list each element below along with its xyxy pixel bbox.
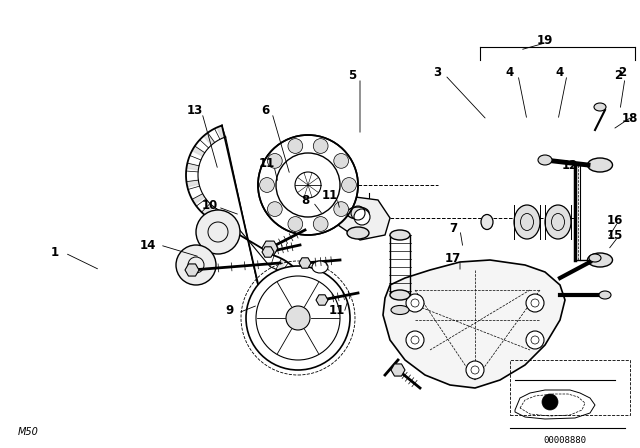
Text: M50: M50 <box>18 427 39 437</box>
Text: 18: 18 <box>622 112 638 125</box>
Circle shape <box>314 217 328 231</box>
Circle shape <box>406 294 424 312</box>
Polygon shape <box>276 339 286 351</box>
Ellipse shape <box>545 205 571 239</box>
Polygon shape <box>204 133 214 145</box>
Polygon shape <box>217 125 226 138</box>
Circle shape <box>288 138 303 153</box>
Polygon shape <box>299 258 311 268</box>
Text: 11: 11 <box>259 156 275 169</box>
Bar <box>510 360 630 415</box>
Ellipse shape <box>390 230 410 240</box>
Text: 8: 8 <box>301 194 309 207</box>
Text: 19: 19 <box>537 34 553 47</box>
Polygon shape <box>276 258 286 271</box>
Polygon shape <box>287 329 300 340</box>
Polygon shape <box>383 260 565 388</box>
Polygon shape <box>185 264 199 276</box>
Circle shape <box>288 217 303 231</box>
Text: 6: 6 <box>261 103 269 116</box>
Text: 2: 2 <box>614 69 622 82</box>
Polygon shape <box>202 203 213 215</box>
Circle shape <box>334 154 349 168</box>
Circle shape <box>196 210 240 254</box>
Circle shape <box>406 331 424 349</box>
Circle shape <box>246 266 350 370</box>
Text: 7: 7 <box>449 221 457 234</box>
Ellipse shape <box>599 291 611 299</box>
Ellipse shape <box>347 207 369 219</box>
Text: 4: 4 <box>556 65 564 78</box>
Ellipse shape <box>594 103 606 111</box>
Polygon shape <box>186 180 199 187</box>
Polygon shape <box>262 241 278 255</box>
Circle shape <box>176 245 216 285</box>
Ellipse shape <box>589 254 601 262</box>
Ellipse shape <box>481 215 493 229</box>
Text: 14: 14 <box>140 238 156 251</box>
Text: 2: 2 <box>618 65 626 78</box>
Circle shape <box>466 361 484 379</box>
Polygon shape <box>295 285 308 294</box>
Ellipse shape <box>538 155 552 165</box>
Ellipse shape <box>514 205 540 239</box>
Polygon shape <box>316 295 328 305</box>
Text: 15: 15 <box>607 228 623 241</box>
Circle shape <box>260 177 275 192</box>
Circle shape <box>354 209 370 225</box>
Ellipse shape <box>347 227 369 239</box>
Circle shape <box>286 306 310 330</box>
Circle shape <box>342 177 356 192</box>
Text: 5: 5 <box>348 69 356 82</box>
Text: 10: 10 <box>202 198 218 211</box>
Text: 9: 9 <box>226 303 234 316</box>
Polygon shape <box>338 195 390 240</box>
Ellipse shape <box>390 290 410 300</box>
Text: 11: 11 <box>322 189 338 202</box>
Polygon shape <box>217 211 226 224</box>
Circle shape <box>526 294 544 312</box>
Circle shape <box>314 138 328 153</box>
Text: 17: 17 <box>445 251 461 264</box>
Ellipse shape <box>588 253 612 267</box>
Polygon shape <box>298 301 310 306</box>
Ellipse shape <box>312 261 328 273</box>
Text: 16: 16 <box>607 214 623 227</box>
Polygon shape <box>287 270 300 281</box>
Text: 11: 11 <box>329 303 345 316</box>
Text: 1: 1 <box>51 246 59 258</box>
Circle shape <box>334 202 349 216</box>
Polygon shape <box>391 364 405 376</box>
Text: 3: 3 <box>433 65 441 78</box>
Text: 13: 13 <box>187 103 203 116</box>
Polygon shape <box>186 163 199 170</box>
Circle shape <box>526 331 544 349</box>
Ellipse shape <box>391 306 409 314</box>
Polygon shape <box>192 194 205 204</box>
Circle shape <box>268 202 282 216</box>
Polygon shape <box>262 247 274 257</box>
Polygon shape <box>192 146 205 156</box>
Text: 4: 4 <box>506 65 514 78</box>
Text: 12: 12 <box>562 159 578 172</box>
Polygon shape <box>295 316 308 324</box>
Circle shape <box>258 135 358 235</box>
Ellipse shape <box>588 158 612 172</box>
Circle shape <box>542 394 558 410</box>
Circle shape <box>268 154 282 168</box>
Text: 00008880: 00008880 <box>543 435 586 444</box>
